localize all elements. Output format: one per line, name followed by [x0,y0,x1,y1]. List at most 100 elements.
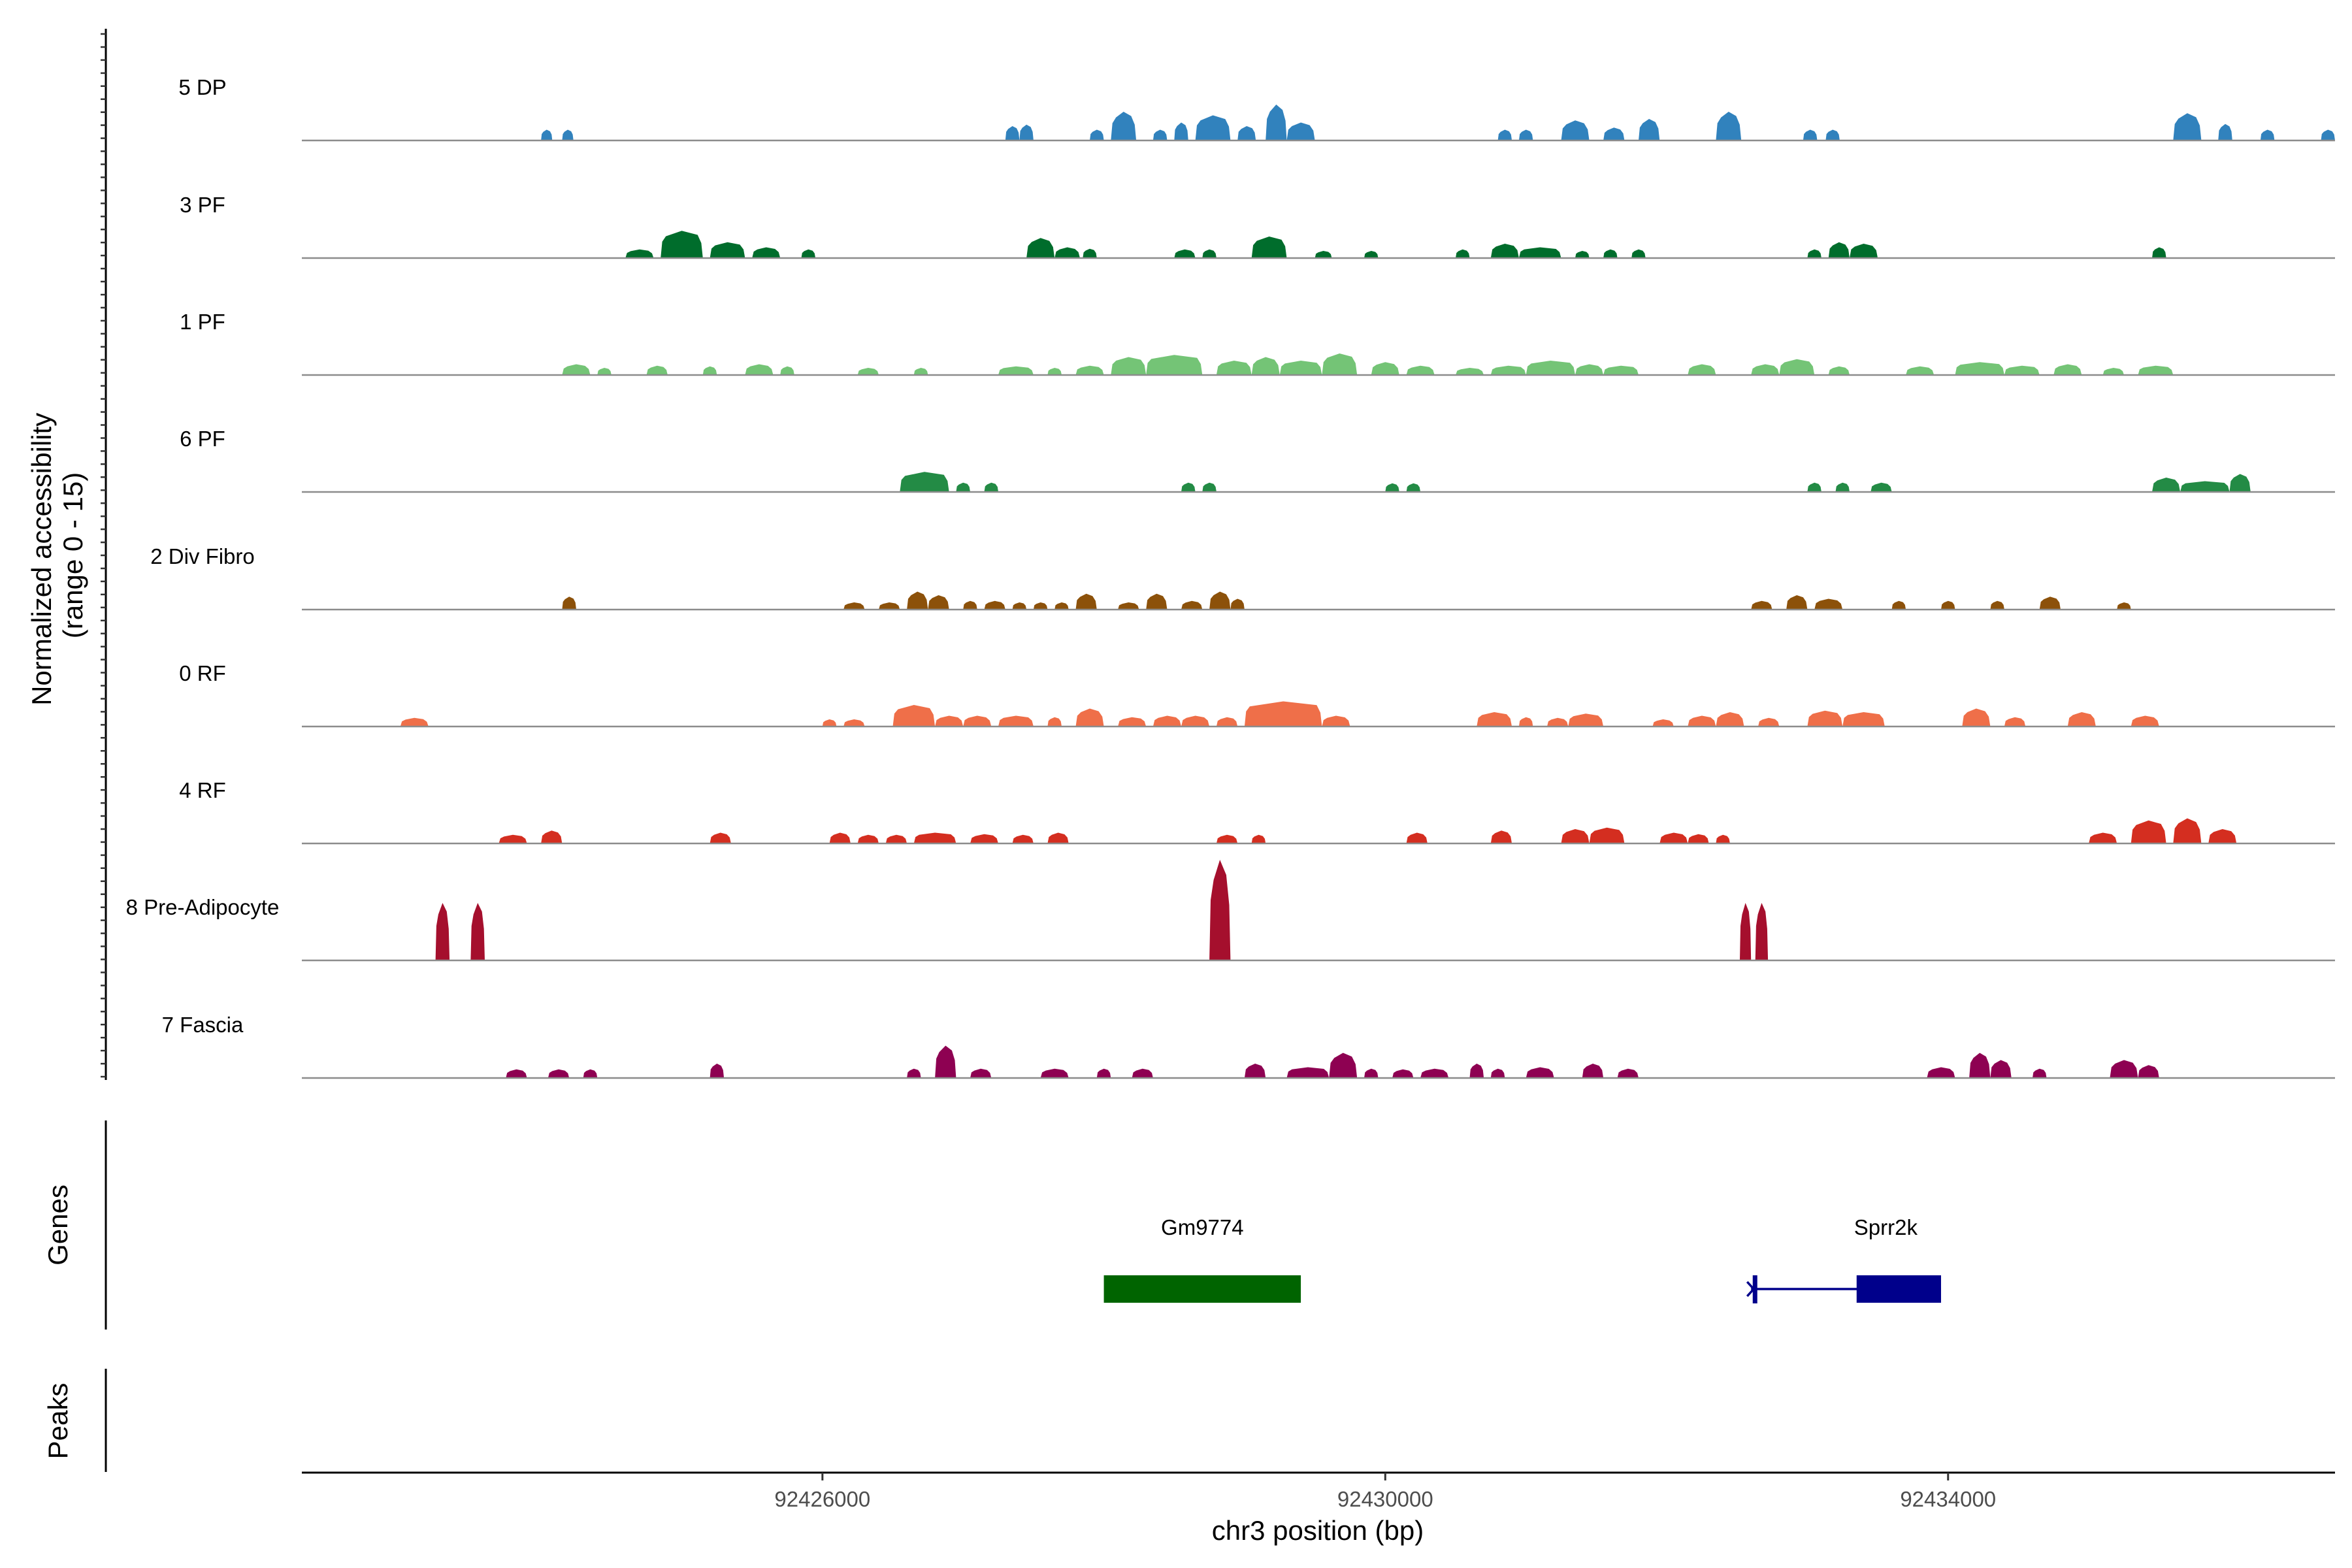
x-tick-label: 92430000 [1337,1487,1433,1511]
coverage-peak [1019,124,1034,140]
coverage-peak [1955,362,2004,375]
coverage-peak [435,903,450,960]
coverage-peak [1659,832,1688,843]
coverage-peak [879,602,900,610]
coverage-peak [1568,713,1604,727]
coverage-peak [2110,1060,2138,1078]
coverage-peak [1329,1053,1358,1078]
coverage-peak [935,1045,956,1078]
coverage-peak [2180,481,2230,492]
coverage-peak [1244,701,1322,727]
coverage-peak [1118,602,1139,610]
coverage-peak [885,834,907,843]
peaks-panel-label: Peaks [42,1383,73,1460]
coverage-peak [892,705,936,727]
coverage-peak [998,366,1034,375]
coverage-peak [1639,119,1660,140]
coverage-peak [1688,715,1716,727]
coverage-peak [2208,829,2237,843]
coverage-peak [1083,248,1097,258]
coverage-peak [1251,357,1280,375]
y-axis-label: Normalized accessibility (range 0 - 15) [26,405,88,706]
coverage-y-ticks [101,33,106,1078]
coverage-peak [963,600,977,610]
coverage-peak [1202,249,1217,258]
coverage-peak [1652,719,1674,727]
coverage-peak [1835,482,1850,492]
coverage-peak [702,366,717,375]
coverage-peak [900,472,949,492]
coverage-peak [1688,834,1709,843]
coverage-peak [661,231,703,258]
coverage-peak [1803,129,1818,140]
coverage-peak [907,1068,921,1078]
track-6-pf: 6 PF [180,427,2335,493]
coverage-peak [2039,596,2061,610]
coverage-peak [2131,715,2159,727]
track-label: 2 Div Fibro [150,544,255,568]
coverage-peak [1322,353,1358,375]
track-label: 0 RF [179,661,226,685]
coverage-peak [1181,600,1203,610]
coverage-peak [1814,598,1843,610]
coverage-peak [1230,598,1245,610]
coverage-peak [1075,365,1104,375]
coverage-peak [1617,1068,1639,1078]
coverage-peak [1152,129,1168,140]
coverage-peak [541,830,563,843]
coverage-peak [1589,827,1625,843]
coverage-peak [1490,365,1526,375]
coverage-peak [1716,112,1742,140]
track-label: 6 PF [180,427,225,451]
coverage-peak [1828,242,1850,258]
coverage-peak [2067,712,2096,727]
coverage-peak [470,903,485,960]
track-label: 1 PF [180,310,225,334]
coverage-peak [1392,1069,1414,1078]
coverage-peak [1195,115,1231,140]
coverage-peak [1279,361,1322,375]
coverage-peak [710,1064,725,1078]
track-1-pf: 1 PF [180,310,2335,376]
coverage-peak [2229,474,2251,492]
coverage-peak [1111,357,1147,375]
coverage-peak [1012,834,1034,843]
coverage-peak [710,832,731,843]
coverage-peak [1237,126,1256,140]
coverage-peak [956,482,970,492]
coverage-peak [400,717,429,727]
coverage-peak [1807,482,1821,492]
coverage-peak [1870,482,1892,492]
coverage-peak [857,368,879,375]
track-7-fascia: 7 Fascia [162,1013,2335,1079]
track-label: 7 Fascia [162,1013,244,1037]
coverage-peak [1406,832,1428,843]
coverage-peak [1807,710,1843,727]
coverage-peak [541,129,553,140]
coverage-peak [1490,830,1512,843]
coverage-peak [2173,818,2202,843]
coverage-peak [1969,1053,1991,1078]
coverage-peak [1631,249,1646,258]
coverage-peak [1406,365,1435,375]
coverage-peak [1456,249,1470,258]
coverage-peak [1755,903,1769,960]
coverage-peak [1012,602,1027,610]
coverage-peak [1603,365,1639,375]
x-tick-label: 92426000 [774,1487,870,1511]
coverage-peak [1047,832,1069,843]
coverage-peak [1786,595,1808,610]
coverage-peak [1575,251,1590,258]
track-8-pre-adipocyte: 8 Pre-Adipocyte [126,860,2335,962]
track-area: 5 DP 3 PF 1 PF 6 PF 2 Div Fibro 0 RF 4 RF 8 Pre… [126,75,2335,1079]
coverage-peak [583,1069,598,1078]
coverage-peak [1371,362,1399,375]
coverage-peak [1779,359,1815,375]
coverage-peak [1286,1067,1330,1078]
coverage-peak [1286,122,1315,140]
coverage-peak [970,1068,992,1078]
coverage-peak [963,715,992,727]
coverage-peak [1385,483,1399,492]
coverage-peak [1047,717,1062,727]
